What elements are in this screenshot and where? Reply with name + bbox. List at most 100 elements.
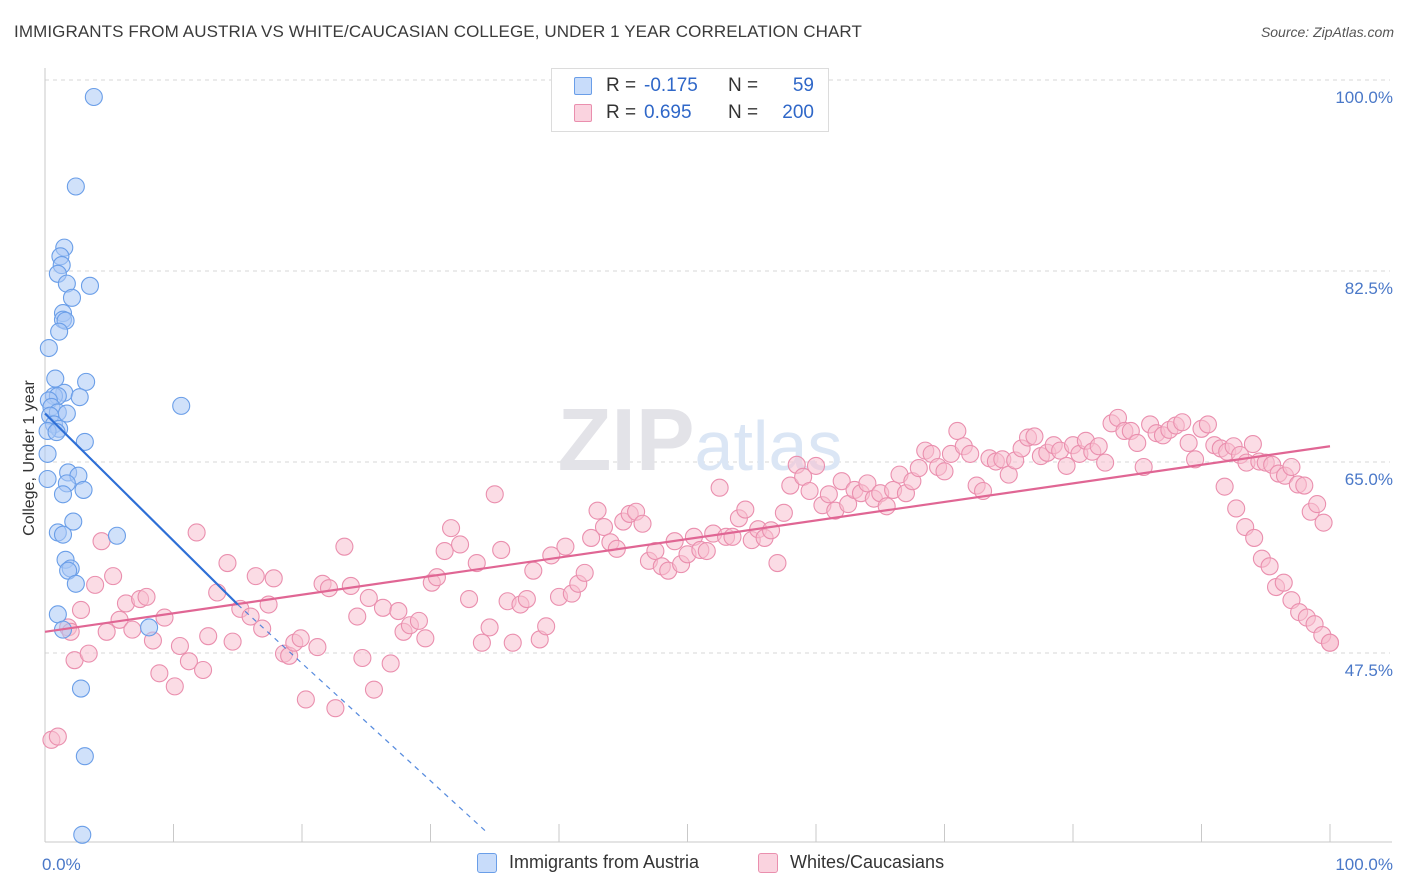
data-point: [575, 563, 594, 582]
data-point: [442, 519, 461, 538]
data-point: [1314, 513, 1333, 532]
data-point: [467, 553, 486, 573]
y-tick-label: 100.0%: [1335, 88, 1393, 107]
data-point: [62, 288, 82, 307]
data-point: [427, 568, 446, 587]
data-point: [264, 569, 283, 588]
data-point: [492, 540, 511, 559]
data-point: [253, 619, 272, 638]
series-legend: Immigrants from Austria Whites/Caucasian…: [0, 852, 1406, 878]
data-point: [537, 617, 556, 636]
pink-points: [42, 408, 1340, 749]
data-point: [935, 462, 954, 481]
pink-swatch: [574, 104, 592, 122]
data-point: [594, 517, 614, 537]
data-point: [75, 432, 94, 451]
legend-row-blue: R = -0.175 N = 59: [574, 74, 814, 98]
data-point: [416, 629, 435, 648]
data-point: [359, 588, 378, 608]
data-point: [107, 526, 127, 545]
data-point: [1245, 528, 1264, 547]
data-point: [291, 629, 310, 648]
legend-n-label: N =: [728, 102, 759, 123]
legend-n-value: 59: [792, 75, 814, 96]
data-point: [104, 567, 123, 586]
data-point: [335, 537, 354, 556]
data-point: [556, 537, 575, 556]
data-point: [381, 654, 400, 673]
data-point: [800, 481, 819, 501]
y-axis-title: College, Under 1 year: [21, 380, 38, 536]
legend-r-value: -0.175: [644, 75, 698, 96]
blue-trend-extension: [237, 604, 489, 835]
data-point: [137, 587, 156, 606]
data-point: [170, 636, 189, 656]
data-point: [165, 677, 184, 696]
data-point: [1096, 453, 1115, 472]
blue-swatch: [574, 77, 592, 95]
data-point: [53, 485, 73, 504]
data-point: [296, 690, 315, 709]
data-point: [50, 322, 69, 341]
data-point: [909, 459, 928, 478]
chart-title: IMMIGRANTS FROM AUSTRIA VS WHITE/CAUCASI…: [14, 22, 862, 41]
data-point: [46, 369, 65, 388]
data-point: [1274, 573, 1293, 592]
data-point: [39, 338, 58, 358]
legend-n-value: 200: [782, 102, 814, 123]
blue-swatch: [477, 852, 497, 873]
pink-trend-line: [44, 445, 1331, 633]
data-point: [172, 396, 191, 415]
data-point: [472, 633, 491, 652]
data-point: [1282, 457, 1301, 477]
data-point: [353, 648, 372, 668]
data-point: [485, 485, 504, 504]
legend-row-pink: R = 0.695 N = 200: [574, 101, 814, 125]
y-tick-label: 47.5%: [1345, 661, 1393, 680]
data-point: [832, 472, 851, 491]
data-point: [71, 600, 91, 620]
data-point: [806, 456, 826, 475]
data-point: [150, 664, 169, 683]
data-point: [961, 444, 980, 463]
data-point: [774, 503, 793, 522]
data-point: [948, 421, 967, 441]
data-point: [179, 652, 198, 671]
data-point: [819, 485, 838, 504]
legend-item-immigrants-austria: Immigrants from Austria: [477, 852, 699, 873]
pink-swatch: [758, 852, 778, 873]
data-point: [633, 514, 652, 533]
data-point: [1186, 450, 1205, 469]
data-point: [588, 501, 607, 520]
data-point: [409, 611, 428, 630]
x-tick-label: 100.0%: [1335, 855, 1393, 874]
data-point: [781, 476, 800, 495]
data-point: [194, 660, 213, 680]
data-point: [208, 583, 227, 602]
legend-r-value: 0.695: [644, 102, 692, 123]
data-point: [697, 541, 716, 561]
data-point: [348, 607, 367, 626]
data-point: [80, 276, 100, 295]
data-point: [451, 535, 470, 554]
data-point: [66, 574, 85, 593]
data-point: [761, 521, 781, 540]
data-point: [1025, 427, 1044, 446]
legend-r-label: R =: [606, 75, 637, 96]
data-point: [435, 541, 454, 561]
correlation-legend: R = -0.175 N = 59 R = 0.695 N = 200: [551, 68, 829, 132]
data-point: [1173, 413, 1192, 432]
data-point: [1260, 557, 1279, 576]
data-point: [1198, 415, 1217, 434]
legend-n-label: N =: [728, 75, 759, 96]
data-point: [480, 618, 499, 637]
y-tick-label: 65.0%: [1345, 470, 1393, 489]
x-tick-labels: 0.0% 100.0%: [42, 855, 1393, 874]
data-point: [768, 553, 787, 573]
y-tick-label: 82.5%: [1345, 279, 1393, 298]
data-point: [246, 567, 265, 586]
gridlines: [45, 79, 1390, 654]
data-point: [646, 541, 665, 561]
data-point: [38, 469, 57, 489]
